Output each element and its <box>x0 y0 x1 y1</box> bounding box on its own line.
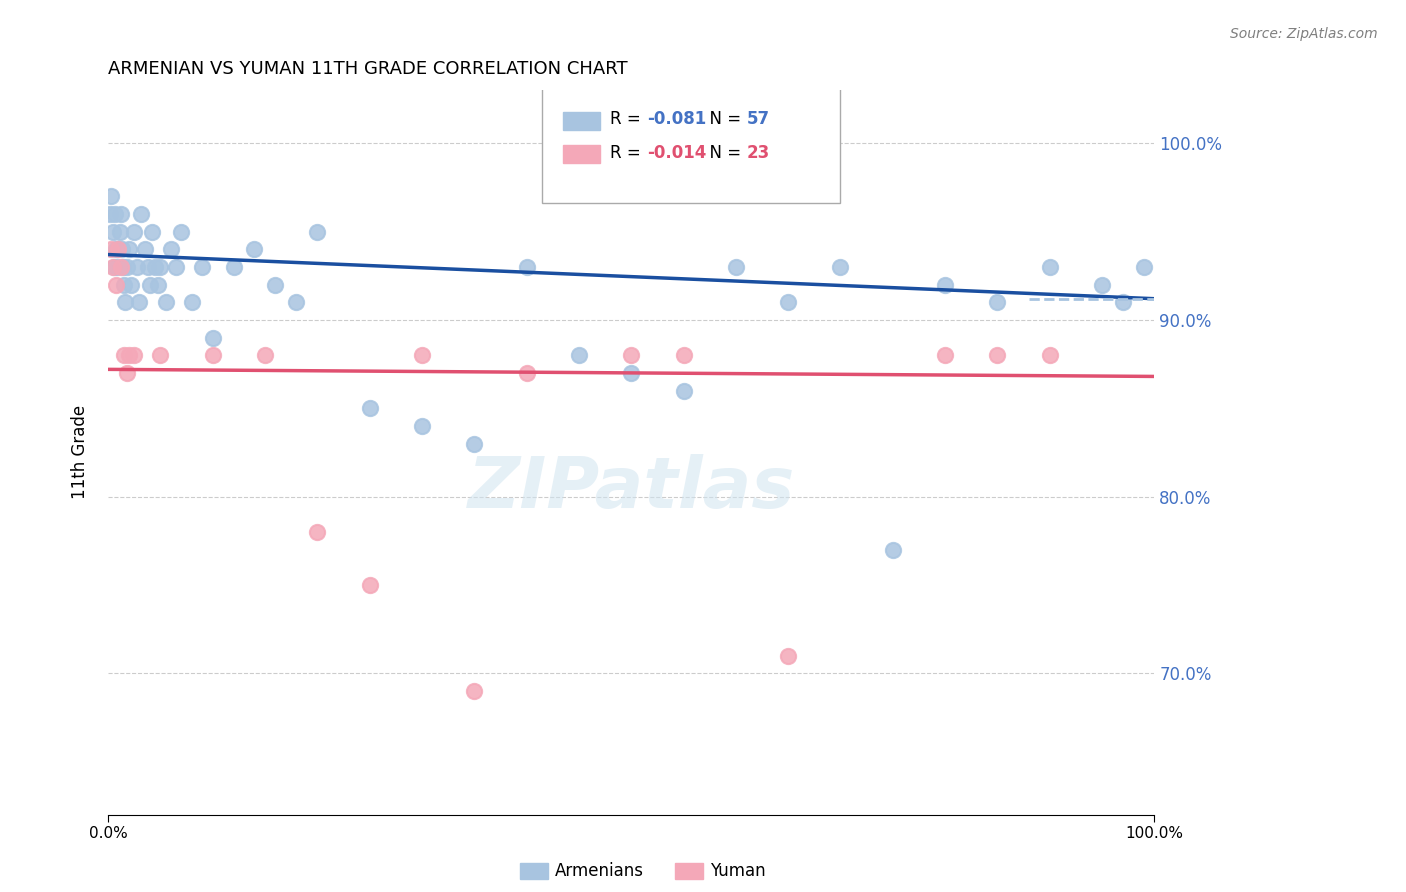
Point <box>463 436 485 450</box>
Point <box>672 348 695 362</box>
Point <box>882 542 904 557</box>
Point <box>830 260 852 274</box>
Point <box>159 242 181 256</box>
Point <box>724 260 747 274</box>
Text: 23: 23 <box>747 145 769 162</box>
Point <box>118 348 141 362</box>
Point <box>359 578 381 592</box>
Text: N =: N = <box>699 145 747 162</box>
Point <box>143 260 166 274</box>
Point <box>107 260 129 274</box>
Point <box>359 401 381 416</box>
Point <box>253 348 276 362</box>
Point <box>222 260 245 274</box>
Point <box>155 295 177 310</box>
Point <box>110 207 132 221</box>
Point <box>620 366 643 380</box>
Point <box>110 242 132 256</box>
Point <box>1112 295 1135 310</box>
Point <box>411 348 433 362</box>
Bar <box>564 112 600 130</box>
Point <box>118 242 141 256</box>
Point <box>127 260 149 274</box>
Point <box>108 225 131 239</box>
Point <box>307 524 329 539</box>
Point <box>103 225 125 239</box>
Text: Armenians: Armenians <box>555 862 644 880</box>
Point <box>111 260 134 274</box>
Point <box>778 648 800 663</box>
Point <box>411 418 433 433</box>
Text: -0.081: -0.081 <box>647 111 706 128</box>
Point <box>115 366 138 380</box>
Point <box>463 684 485 698</box>
Text: ARMENIAN VS YUMAN 11TH GRADE CORRELATION CHART: ARMENIAN VS YUMAN 11TH GRADE CORRELATION… <box>108 60 627 78</box>
Point <box>201 348 224 362</box>
Text: ZIPatlas: ZIPatlas <box>468 454 794 523</box>
Point <box>139 277 162 292</box>
Point <box>165 260 187 274</box>
Point <box>149 348 172 362</box>
Point <box>1039 260 1062 274</box>
Text: R =: R = <box>610 145 647 162</box>
Point <box>264 277 287 292</box>
Point <box>568 348 591 362</box>
Point <box>115 260 138 274</box>
Point <box>122 348 145 362</box>
Point <box>105 277 128 292</box>
Point <box>934 348 956 362</box>
Point <box>1091 277 1114 292</box>
Text: -0.014: -0.014 <box>647 145 706 162</box>
Point <box>672 384 695 398</box>
Text: N =: N = <box>699 111 747 128</box>
Point <box>100 189 122 203</box>
Text: Yuman: Yuman <box>710 862 766 880</box>
Bar <box>564 145 600 162</box>
FancyBboxPatch shape <box>543 87 841 202</box>
Point <box>112 277 135 292</box>
Point <box>136 260 159 274</box>
Point <box>243 242 266 256</box>
Point <box>285 295 308 310</box>
Point <box>986 348 1008 362</box>
Point <box>107 242 129 256</box>
Point <box>128 295 150 310</box>
Point <box>307 225 329 239</box>
Point <box>122 225 145 239</box>
Point <box>1039 348 1062 362</box>
Point <box>98 207 121 221</box>
Point <box>120 277 142 292</box>
Point <box>516 366 538 380</box>
Point <box>103 260 125 274</box>
Point <box>620 348 643 362</box>
Point <box>103 260 125 274</box>
Point <box>149 260 172 274</box>
Y-axis label: 11th Grade: 11th Grade <box>72 405 89 500</box>
Point <box>1133 260 1156 274</box>
Point <box>516 260 538 274</box>
Point <box>778 295 800 310</box>
Point <box>180 295 202 310</box>
Point <box>170 225 193 239</box>
Point <box>110 260 132 274</box>
Point <box>134 242 156 256</box>
Text: 57: 57 <box>747 111 769 128</box>
Point <box>148 277 170 292</box>
Point <box>105 242 128 256</box>
Point <box>141 225 163 239</box>
Text: R =: R = <box>610 111 647 128</box>
Point <box>986 295 1008 310</box>
Point <box>934 277 956 292</box>
Point <box>112 348 135 362</box>
Point <box>104 207 127 221</box>
Point <box>107 242 129 256</box>
Point <box>191 260 214 274</box>
Point <box>201 330 224 344</box>
Point <box>131 207 153 221</box>
Point <box>114 295 136 310</box>
Point <box>100 242 122 256</box>
Text: Source: ZipAtlas.com: Source: ZipAtlas.com <box>1230 27 1378 41</box>
